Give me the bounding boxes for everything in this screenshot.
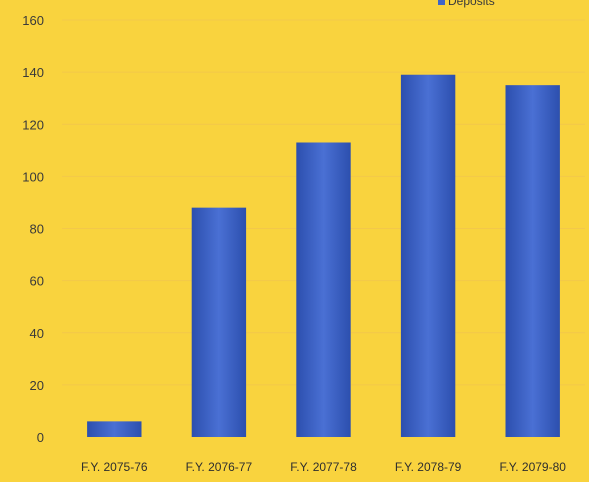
legend-swatch-deposits (438, 0, 445, 5)
y-tick-label: 80 (30, 222, 44, 237)
x-category-label: F.Y. 2077-78 (290, 460, 357, 474)
x-category-label: F.Y. 2078-79 (395, 460, 462, 474)
bar-4 (505, 85, 560, 437)
y-tick-label: 120 (22, 117, 44, 132)
y-tick-label: 40 (30, 326, 44, 341)
y-axis-tick-labels: 0 20 40 60 80 100 120 140 160 (22, 13, 44, 445)
legend: Deposits (438, 0, 495, 8)
x-axis-category-labels: F.Y. 2075-76 F.Y. 2076-77 F.Y. 2077-78 F.Y.… (81, 460, 566, 474)
x-category-label: F.Y. 2075-76 (81, 460, 148, 474)
y-tick-label: 140 (22, 65, 44, 80)
bar-0 (87, 421, 142, 437)
y-tick-label: 20 (30, 378, 44, 393)
y-tick-label: 0 (37, 430, 44, 445)
y-tick-label: 160 (22, 13, 44, 28)
x-category-label: F.Y. 2079-80 (499, 460, 566, 474)
bar-1 (191, 207, 247, 437)
y-tick-label: 100 (22, 169, 44, 184)
x-category-label: F.Y. 2076-77 (186, 460, 253, 474)
bars (87, 74, 560, 437)
legend-label-deposits: Deposits (448, 0, 495, 8)
bar-2 (296, 142, 351, 437)
bar-3 (400, 74, 456, 437)
y-tick-label: 60 (30, 274, 44, 289)
